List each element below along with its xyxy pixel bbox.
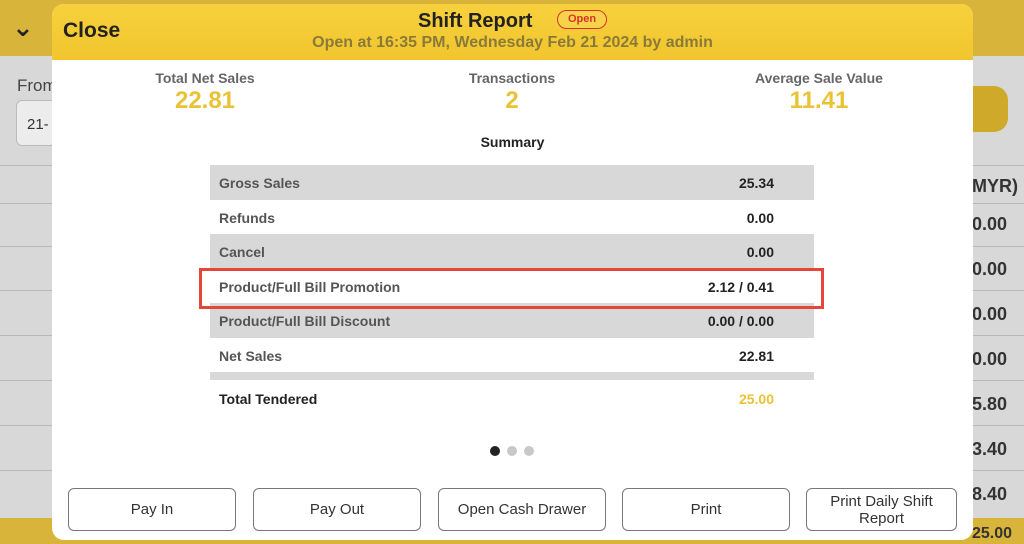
summary-row-refunds: Refunds 0.00 — [210, 200, 814, 235]
stat-value: 2 — [505, 87, 519, 114]
stat-label: Transactions — [468, 70, 556, 86]
date-field[interactable] — [16, 100, 56, 146]
table-row-amount: 0.00 — [972, 214, 1008, 234]
row-value: 22.81 — [738, 347, 774, 364]
from-label: From — [17, 76, 57, 95]
amount-column-header: MYR) — [972, 176, 1018, 196]
table-row-amount: 25.00 — [972, 525, 1013, 542]
table-row-amount: 5.80 — [972, 394, 1008, 414]
stat-value: 22.81 — [174, 87, 236, 114]
pagination-dots — [490, 446, 540, 458]
stat-label: Total Net Sales — [155, 70, 255, 86]
summary-row-net-sales: Net Sales 22.81 — [210, 338, 814, 373]
row-label: Refunds — [219, 209, 275, 226]
print-button[interactable]: Print — [622, 488, 790, 531]
summary-row-gross-sales: Gross Sales 25.34 — [210, 165, 814, 200]
row-value: 25.34 — [738, 175, 774, 191]
modal-header: Close Shift Report Open Open at 16:35 PM… — [52, 4, 973, 60]
row-label: Total Tendered — [219, 391, 318, 407]
page-dot-active[interactable] — [490, 446, 500, 456]
stat-value: 11.41 — [789, 87, 849, 114]
page-dot[interactable] — [507, 446, 517, 456]
table-row-amount: 0.00 — [972, 349, 1008, 369]
close-button[interactable]: Close — [63, 19, 121, 42]
summary-row-cancel: Cancel 0.00 — [210, 234, 814, 269]
summary-row-promotion: Product/Full Bill Promotion 2.12 / 0.41 — [210, 269, 814, 304]
stat-label: Average Sale Value — [755, 70, 883, 86]
row-value: 2.12 / 0.41 — [707, 278, 774, 295]
highlight-box — [199, 268, 824, 309]
summary-table: Gross Sales 25.34 Refunds 0.00 Cancel 0.… — [210, 165, 814, 414]
table-row-amount: 0.00 — [972, 259, 1008, 279]
stat-transactions: Transactions 2 — [402, 70, 622, 115]
modal-title: Shift Report — [418, 10, 533, 32]
row-value: 0.00 — [746, 209, 774, 226]
summary-row-total-tendered: Total Tendered 25.00 — [210, 380, 814, 414]
divider — [210, 372, 814, 380]
open-cash-drawer-button[interactable]: Open Cash Drawer — [438, 488, 606, 531]
chevron-down-icon[interactable]: ⌄ — [12, 12, 34, 42]
pay-out-button[interactable]: Pay Out — [253, 488, 421, 531]
row-value: 0.00 / 0.00 — [707, 313, 774, 329]
date-field-value: 21- — [27, 116, 49, 133]
print-daily-shift-report-button[interactable]: Print Daily Shift Report — [806, 488, 957, 531]
page-dot[interactable] — [524, 446, 534, 456]
table-row-amount: 0.00 — [972, 304, 1008, 324]
row-label: Cancel — [219, 244, 265, 260]
row-label: Product/Full Bill Discount — [219, 313, 391, 329]
row-label: Product/Full Bill Promotion — [219, 278, 401, 295]
summary-title: Summary — [480, 134, 545, 150]
table-row-amount: 3.40 — [972, 439, 1008, 459]
table-row-amount: 8.40 — [972, 484, 1008, 504]
status-badge: Open — [557, 10, 607, 29]
row-label: Net Sales — [219, 347, 283, 364]
stat-average-sale-value: Average Sale Value 11.41 — [709, 70, 929, 115]
stat-total-net-sales: Total Net Sales 22.81 — [95, 70, 315, 115]
row-value: 25.00 — [738, 391, 774, 407]
shift-report-modal: Close Shift Report Open Open at 16:35 PM… — [52, 4, 973, 540]
row-label: Gross Sales — [219, 175, 300, 191]
modal-subtitle: Open at 16:35 PM, Wednesday Feb 21 2024 … — [312, 34, 713, 51]
pay-in-button[interactable]: Pay In — [68, 488, 236, 531]
row-value: 0.00 — [746, 244, 774, 260]
